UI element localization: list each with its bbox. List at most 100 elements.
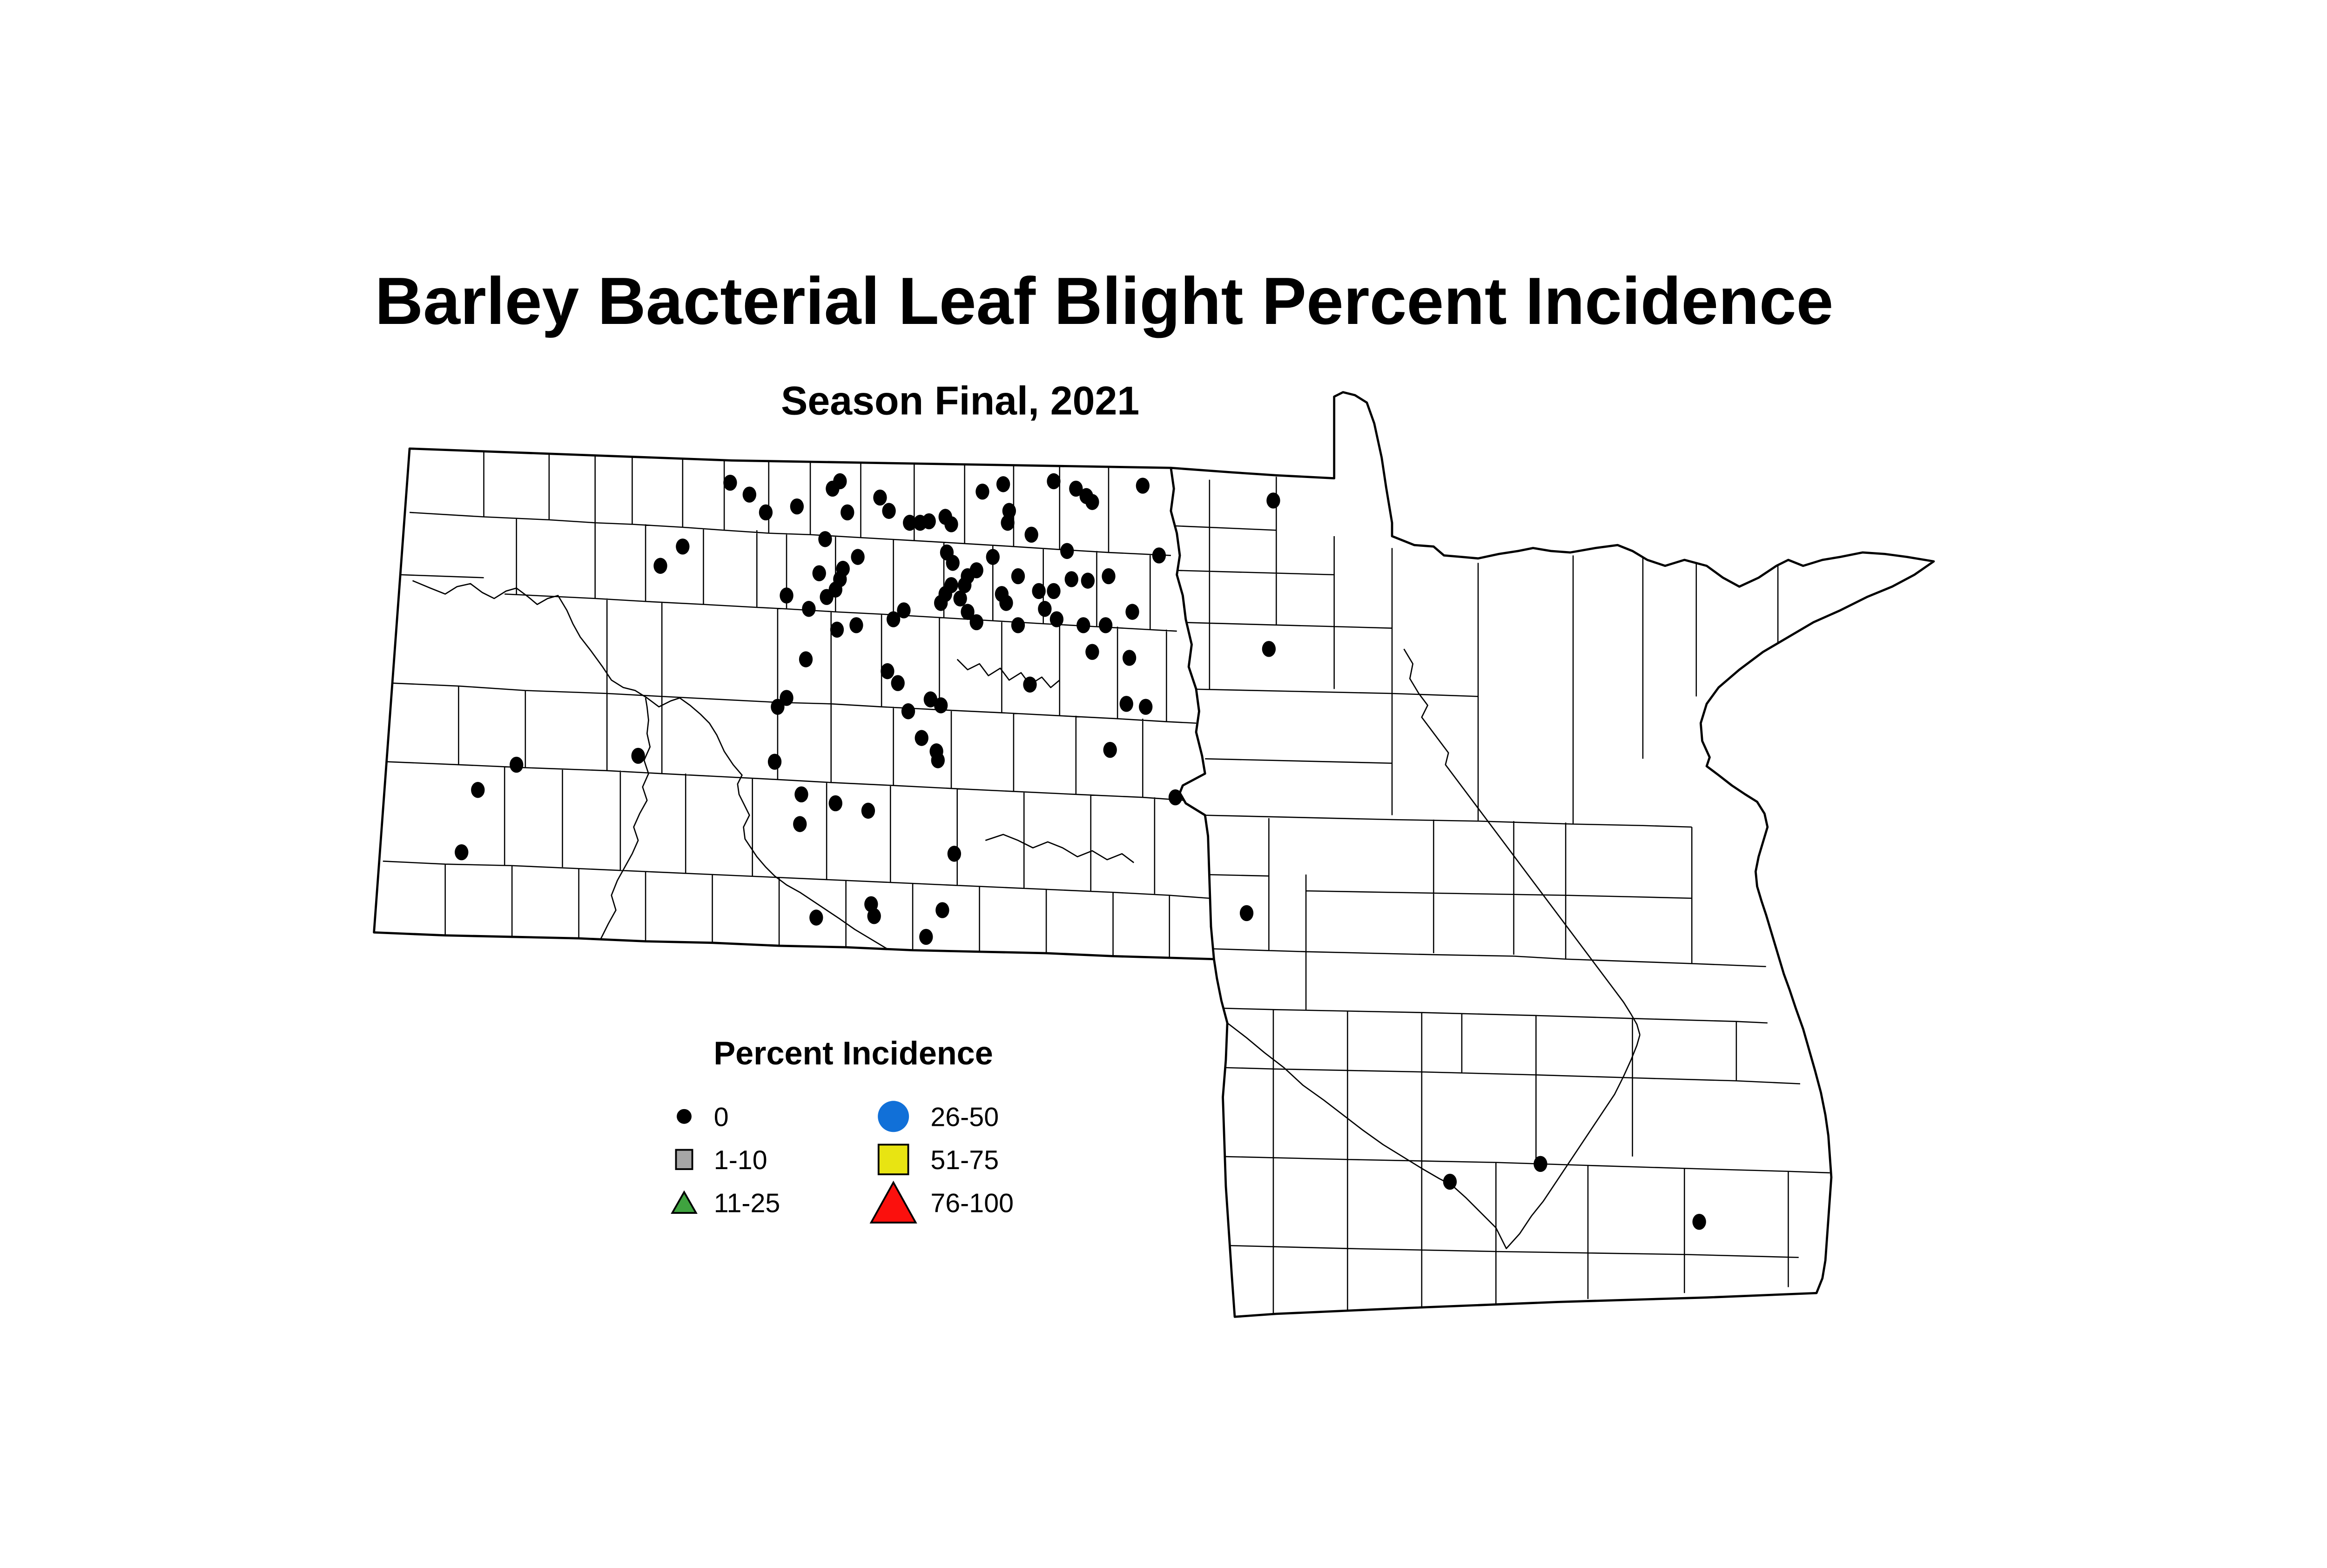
incidence-marker — [961, 604, 975, 620]
incidence-marker — [767, 754, 782, 770]
incidence-marker — [975, 484, 989, 500]
incidence-marker — [969, 614, 983, 631]
incidence-marker — [631, 747, 645, 764]
incidence-marker — [759, 504, 773, 521]
minnesota-map — [1170, 391, 1935, 1318]
incidence-marker — [1239, 905, 1254, 922]
incidence-marker — [1266, 492, 1280, 509]
incidence-marker — [1011, 617, 1025, 633]
incidence-marker — [802, 601, 816, 617]
incidence-marker — [771, 699, 785, 715]
incidence-marker — [1262, 641, 1276, 657]
north-dakota-map — [373, 447, 1215, 961]
incidence-marker — [996, 476, 1010, 492]
incidence-marker — [1024, 526, 1038, 543]
incidence-marker — [833, 473, 847, 490]
incidence-marker — [1443, 1173, 1457, 1190]
legend-title: Percent Incidence — [713, 1035, 993, 1071]
incidence-marker — [873, 489, 887, 506]
incidence-marker — [1047, 473, 1061, 490]
incidence-marker — [1069, 480, 1083, 497]
incidence-marker — [1081, 572, 1095, 589]
incidence-marker — [780, 690, 794, 706]
incidence-marker — [794, 786, 808, 803]
legend-item-label: 1-10 — [714, 1145, 767, 1175]
incidence-marker — [790, 498, 804, 515]
sheyenne-river — [985, 834, 1135, 863]
incidence-marker — [944, 516, 958, 532]
incidence-marker — [1102, 568, 1116, 585]
north-dakota-outline — [373, 447, 1215, 961]
incidence-marker — [1076, 617, 1090, 633]
incidence-marker — [867, 908, 881, 924]
incidence-marker — [915, 730, 928, 746]
incidence-marker — [742, 486, 756, 503]
incidence-marker — [1533, 1156, 1547, 1172]
incidence-marker — [1002, 503, 1016, 519]
incidence-marker — [897, 602, 911, 619]
incidence-marker — [922, 513, 936, 530]
incidence-marker — [946, 555, 960, 571]
incidence-marker — [934, 595, 948, 611]
incidence-marker — [676, 538, 690, 555]
incidence-marker — [1122, 650, 1137, 666]
incidence-marker — [1168, 789, 1183, 806]
triangle-legend-symbol — [671, 1190, 698, 1214]
incidence-marker — [780, 587, 794, 604]
incidence-marker — [1119, 696, 1133, 712]
dot-legend-symbol — [677, 1109, 692, 1124]
legend-item-label: 51-75 — [930, 1145, 999, 1175]
incidence-marker — [934, 697, 948, 713]
incidence-marker — [1064, 571, 1078, 587]
incidence-marker — [1060, 543, 1074, 559]
page-title: Barley Bacterial Leaf Blight Percent Inc… — [375, 264, 1834, 338]
legend-item-label: 76-100 — [930, 1188, 1014, 1218]
incidence-marker — [723, 474, 737, 491]
incidence-marker — [830, 621, 844, 638]
incidence-marker — [1692, 1213, 1706, 1230]
incidence-marker — [1038, 601, 1052, 617]
incidence-marker — [923, 691, 938, 707]
incidence-marker — [891, 675, 905, 691]
incidence-marker — [881, 663, 894, 680]
legend-item-label: 0 — [714, 1103, 729, 1132]
incidence-marker — [809, 909, 823, 926]
incidence-marker — [799, 651, 813, 667]
triangle-large-legend-symbol — [869, 1180, 917, 1224]
legend-item-label: 26-50 — [930, 1103, 999, 1132]
incidence-marker — [1103, 741, 1117, 758]
incidence-marker — [1049, 611, 1064, 627]
circle-legend-symbol — [878, 1101, 909, 1132]
incidence-marker — [793, 816, 807, 832]
incidence-marker — [851, 549, 865, 565]
incidence-marker — [812, 565, 826, 581]
incidence-marker — [901, 703, 915, 720]
minnesota-outline — [1170, 391, 1935, 1318]
incidence-marker — [653, 558, 667, 574]
incidence-marker — [931, 752, 945, 768]
incidence-marker — [1011, 568, 1025, 585]
incidence-marker — [953, 590, 967, 607]
incidence-marker — [1085, 644, 1099, 660]
legend-item-label: 11-25 — [714, 1188, 780, 1218]
incidence-marker — [1001, 515, 1015, 531]
incidence-marker — [1032, 583, 1046, 599]
devils-lake — [956, 659, 1060, 688]
incidence-marker — [1098, 617, 1113, 633]
incidence-marker — [986, 549, 1000, 565]
incidence-marker — [1085, 494, 1099, 510]
incidence-marker — [861, 802, 875, 819]
incidence-marker — [999, 595, 1013, 611]
incidence-marker — [935, 902, 949, 918]
incidence-marker — [1125, 604, 1139, 620]
incidence-marker — [471, 782, 485, 798]
subtitle: Season Final, 2021 — [781, 378, 1139, 423]
incidence-markers — [455, 473, 1706, 1230]
legend: Percent Incidence 0 1-10 11-25 26-50 51-75 76… — [671, 1035, 1014, 1224]
incidence-marker — [882, 503, 896, 519]
incidence-marker — [903, 515, 917, 531]
incidence-marker — [919, 929, 933, 945]
incidence-marker — [958, 577, 972, 593]
incidence-marker — [828, 795, 842, 812]
